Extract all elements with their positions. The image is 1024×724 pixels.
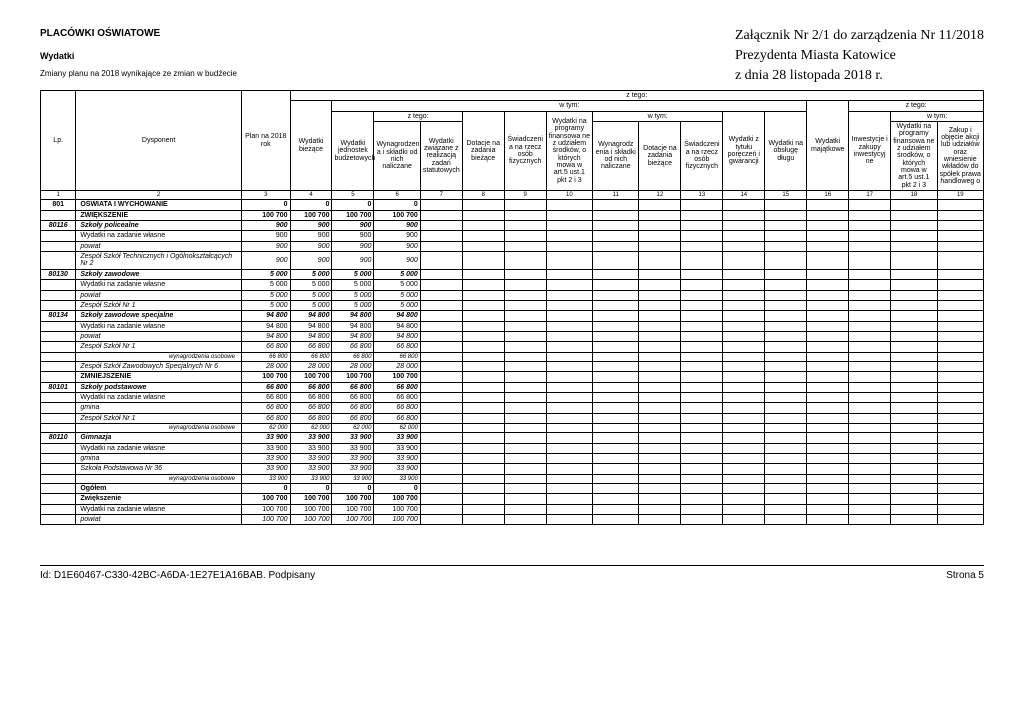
left-headings: PLACÓWKI OŚWIATOWE Wydatki Zmiany planu …	[40, 28, 237, 78]
attach-line-3: z dnia 28 listopada 2018 r.	[735, 68, 984, 84]
col-wyd-biez: Wydatki bieżące	[290, 101, 332, 191]
wtym-1: w tym:	[332, 101, 807, 111]
table-head: Lp. Dysponent Plan na 2018 rok z tego: W…	[41, 91, 984, 200]
page-header: PLACÓWKI OŚWIATOWE Wydatki Zmiany planu …	[40, 28, 984, 88]
table-row: Wydatki na zadanie własne5 0005 0005 000…	[41, 280, 984, 290]
col-swiad2: Świadczeni a na rzecz osób fizycznych	[681, 122, 723, 191]
wtym-2: w tym:	[593, 111, 723, 121]
table-row: 80101Szkoły podstawowe66 80066 80066 800…	[41, 382, 984, 392]
col-dotacje: Dotacje na zadania bieżące	[462, 111, 504, 190]
ztego-3: z tego:	[374, 111, 462, 121]
table-row: 801OŚWIATA I WYCHOWANIE0000	[41, 200, 984, 210]
table-row: Wydatki na zadanie własne94 80094 80094 …	[41, 321, 984, 331]
table-row: 80110Gimnazja33 90033 90033 90033 900	[41, 433, 984, 443]
table-row: ZMNIEJSZENIE100 700100 700100 700100 700	[41, 372, 984, 382]
table-row: Wydatki na zadanie własne66 80066 80066 …	[41, 392, 984, 402]
wtym-3: w tym:	[891, 111, 984, 121]
col-wyd-stat: Wydatki związane z realizacją zadań stat…	[420, 122, 462, 191]
col-wynag-eni: Wynagrodz enia i składki od nich nalicza…	[593, 122, 639, 191]
col-inwest: Inwestycje i zakupy inwestycyj ne	[849, 111, 891, 190]
col-wyd-prog2: Wydatki na programy finansowa ne z udzia…	[891, 122, 937, 191]
page-footer: Id: D1E60467-C330-42BC-A6DA-1E27E1A16BAB…	[40, 565, 984, 581]
table-body: 801OŚWIATA I WYCHOWANIE0000ZWIĘKSZENIE10…	[41, 200, 984, 525]
col-dysponent: Dysponent	[76, 91, 242, 191]
col-wyd-prog: Wydatki na programy finansowa ne z udzia…	[546, 111, 592, 190]
ztego-2: z tego:	[849, 101, 984, 111]
table-row: Zespół Szkół Nr 15 0005 0005 0005 000	[41, 300, 984, 310]
table-row: gmina33 90033 90033 90033 900	[41, 453, 984, 463]
attach-line-2: Prezydenta Miasta Katowice	[735, 48, 984, 64]
table-row: powiat100 700100 700100 700100 700	[41, 514, 984, 524]
table-row: Zespół Szkół Nr 166 80066 80066 80066 80…	[41, 413, 984, 423]
note: Zmiany planu na 2018 wynikające ze zmian…	[40, 69, 237, 78]
right-headings: Załącznik Nr 2/1 do zarządzenia Nr 11/20…	[735, 28, 984, 88]
footer-page: Strona 5	[946, 570, 984, 581]
ztego-1: z tego:	[290, 91, 983, 101]
table-row: Ogółem0000	[41, 483, 984, 493]
table-row: 80130Szkoły zawodowe5 0005 0005 0005 000	[41, 269, 984, 279]
subtitle: Wydatki	[40, 51, 237, 61]
col-dotacje2: Dotacje na zadania bieżące	[639, 122, 681, 191]
budget-table: Lp. Dysponent Plan na 2018 rok z tego: W…	[40, 90, 984, 525]
col-plan: Plan na 2018 rok	[241, 91, 290, 191]
col-wyd-maj: Wydatki majątkowe	[807, 101, 849, 191]
table-row: powiat5 0005 0005 0005 000	[41, 290, 984, 300]
table-row: wynagrodzenia osobowe33 90033 90033 9003…	[41, 474, 984, 483]
table-row: Zwiększenie100 700100 700100 700100 700	[41, 494, 984, 504]
table-row: Szkoła Podstawowa Nr 3633 90033 90033 90…	[41, 464, 984, 474]
table-row: Zespół Szkół Zawodowych Specjalnych Nr 6…	[41, 361, 984, 371]
table-row: 80134Szkoły zawodowe specjalne94 80094 8…	[41, 311, 984, 321]
table-row: Wydatki na zadanie własne33 90033 90033 …	[41, 443, 984, 453]
table-row: Zespół Szkół Nr 166 80066 80066 80066 80…	[41, 342, 984, 352]
table-row: 80116Szkoły policealne900900900900	[41, 221, 984, 231]
col-wynagrodz: Wynagrodzeni a i składki od nich nalicza…	[374, 122, 420, 191]
col-wyd-tyt: Wydatki z tytułu poręczeń i gwarancji	[723, 111, 765, 190]
footer-id: Id: D1E60467-C330-42BC-A6DA-1E27E1A16BAB…	[40, 570, 315, 581]
col-lp: Lp.	[41, 91, 76, 191]
col-wyd-obs: Wydatki na obsługę długu	[765, 111, 807, 190]
table-row: Zespół Szkół Technicznych i Ogólnokształ…	[41, 252, 984, 270]
col-swiad: Świadczeni a na rzecz osób fizycznych	[504, 111, 546, 190]
table-row: ZWIĘKSZENIE100 700100 700100 700100 700	[41, 210, 984, 220]
table-row: powiat900900900900	[41, 241, 984, 251]
column-numbers: 1 2 3 4 5 6 7 8 9 10 11 12 13 14 15 16 1…	[41, 191, 984, 200]
table-row: Wydatki na zadanie własne100 700100 7001…	[41, 504, 984, 514]
col-zakup: Zakup i objęcie akcji lub udziałów oraz …	[937, 122, 983, 191]
table-row: wynagrodzenia osobowe66 80066 80066 8006…	[41, 352, 984, 361]
table-row: powiat94 80094 80094 80094 800	[41, 331, 984, 341]
attach-line-1: Załącznik Nr 2/1 do zarządzenia Nr 11/20…	[735, 28, 984, 44]
col-wyd-jedn: Wydatki jednostek budżetowych	[332, 111, 374, 190]
title: PLACÓWKI OŚWIATOWE	[40, 28, 237, 39]
table-row: Wydatki na zadanie własne900900900900	[41, 231, 984, 241]
table-row: gmina66 80066 80066 80066 800	[41, 403, 984, 413]
table-row: wynagrodzenia osobowe62 00062 00062 0006…	[41, 423, 984, 432]
